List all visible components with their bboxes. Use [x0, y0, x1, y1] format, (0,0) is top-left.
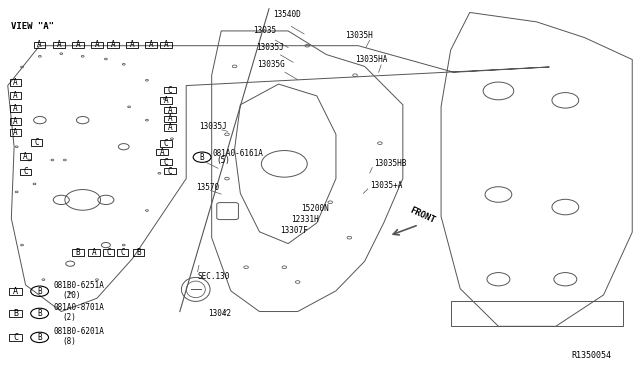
Text: B: B: [76, 248, 80, 257]
Text: A: A: [13, 104, 18, 113]
Text: A: A: [168, 106, 173, 115]
Text: A: A: [163, 96, 168, 105]
Text: 081A0-8701A: 081A0-8701A: [54, 304, 104, 312]
Text: 13035J: 13035J: [199, 122, 227, 131]
Text: A: A: [13, 117, 18, 126]
Text: C: C: [168, 86, 173, 94]
Text: C: C: [106, 248, 111, 257]
Text: C: C: [34, 138, 39, 147]
Text: A: A: [13, 128, 18, 137]
Text: 13035HB: 13035HB: [374, 159, 406, 168]
Text: A: A: [13, 91, 18, 100]
Text: C: C: [163, 157, 168, 167]
Text: B: B: [37, 333, 42, 342]
Text: 13035J: 13035J: [256, 43, 284, 52]
Text: A: A: [168, 114, 173, 123]
Text: 13042: 13042: [209, 309, 232, 318]
Text: B: B: [200, 153, 204, 162]
Text: A: A: [159, 148, 164, 157]
Text: B: B: [13, 309, 18, 318]
Text: A: A: [37, 41, 42, 49]
Text: A: A: [130, 41, 134, 49]
Text: 13035H: 13035H: [346, 31, 373, 40]
Text: (20): (20): [62, 291, 81, 300]
Text: 13035HA: 13035HA: [355, 55, 387, 64]
Text: B: B: [136, 248, 141, 257]
Text: A: A: [163, 41, 168, 49]
Text: B: B: [37, 309, 42, 318]
Text: C: C: [23, 167, 28, 176]
Text: A: A: [92, 248, 96, 257]
Text: C: C: [168, 167, 173, 176]
Text: A: A: [149, 41, 154, 49]
Text: 13035: 13035: [253, 26, 276, 35]
Text: C: C: [163, 139, 168, 148]
Text: 081B0-6251A: 081B0-6251A: [54, 281, 104, 290]
Bar: [451, 301, 623, 326]
Text: (8): (8): [62, 337, 76, 346]
Text: 13570: 13570: [196, 183, 219, 192]
Text: A: A: [13, 78, 18, 87]
Text: 13035G: 13035G: [257, 60, 285, 69]
Text: 12331H: 12331H: [291, 215, 319, 224]
Text: 13035+A: 13035+A: [370, 181, 402, 190]
Text: VIEW "A": VIEW "A": [11, 22, 54, 31]
Text: A: A: [111, 41, 115, 49]
Text: 13307F: 13307F: [280, 226, 308, 235]
Text: 15200N: 15200N: [301, 204, 328, 213]
Text: A: A: [95, 41, 99, 49]
Text: B: B: [37, 287, 42, 296]
Text: (2): (2): [62, 313, 76, 322]
Text: A: A: [23, 152, 28, 161]
Text: 081B0-6201A: 081B0-6201A: [54, 327, 104, 336]
Text: A: A: [56, 41, 61, 49]
Text: C: C: [13, 333, 18, 342]
Text: R1350054: R1350054: [572, 351, 612, 360]
Text: C: C: [120, 248, 125, 257]
Text: 081A0-6161A: 081A0-6161A: [213, 149, 264, 158]
Text: A: A: [76, 41, 80, 49]
Text: 13540D: 13540D: [273, 10, 301, 19]
Text: A: A: [13, 287, 18, 296]
Text: (5): (5): [217, 156, 230, 165]
Text: SEC.130: SEC.130: [198, 272, 230, 281]
Text: FRONT: FRONT: [408, 206, 436, 226]
Text: A: A: [168, 123, 173, 132]
